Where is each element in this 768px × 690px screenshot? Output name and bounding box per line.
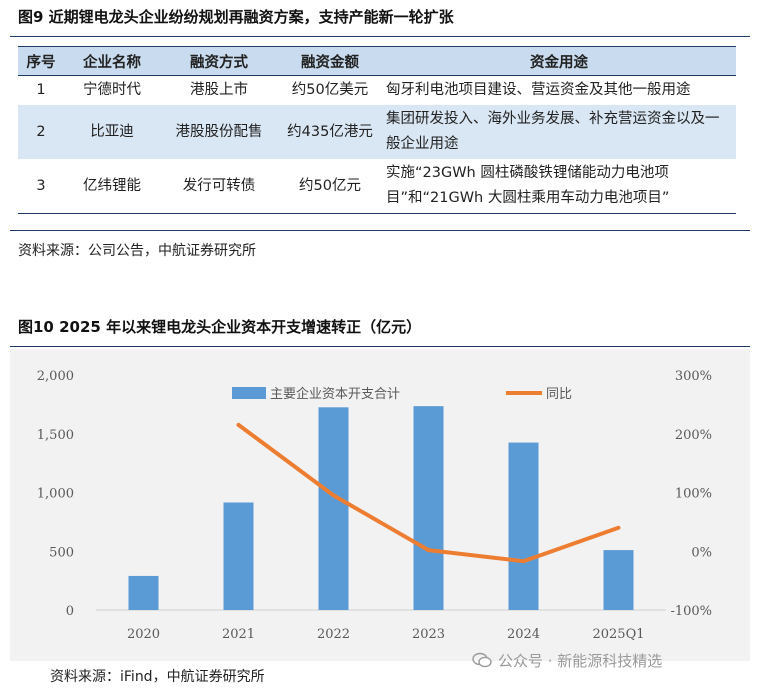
x-tick-label: 2021 <box>222 627 255 642</box>
yoy-line-series <box>236 422 621 564</box>
cell-index: 3 <box>18 159 64 214</box>
header-company: 企业名称 <box>64 46 160 76</box>
bar-2024 <box>508 442 539 610</box>
figure9-title: 图9 近期锂电龙头企业纷纷规划再融资方案，支持产能新一轮扩张 <box>18 8 454 26</box>
cell-use: 实施“23GWh 圆柱磷酸铁锂储能动力电池项目”和“21GWh 大圆柱乘用车动力… <box>382 159 736 214</box>
y-right-tick-label: 100% <box>675 487 712 502</box>
legend-line-label: 同比 <box>546 387 572 402</box>
table-row: 2 比亚迪 港股股份配售 约435亿港元 集团研发投入、海外业务发展、补充营运资… <box>18 105 736 159</box>
bar-series <box>128 406 634 610</box>
figure9-source: 资料来源：公司公告，中航证券研究所 <box>18 243 256 259</box>
bar-2023 <box>413 406 444 610</box>
right-axis-ticks: -100% 0% 100% 200% 300% <box>670 369 712 619</box>
y-right-tick-label: 0% <box>691 545 712 560</box>
figure10-title: 图10 2025 年以来锂电龙头企业资本开支增速转正（亿元） <box>18 318 422 336</box>
cell-amount: 约435亿港元 <box>278 105 382 159</box>
x-tick-label: 2020 <box>127 627 160 642</box>
x-tick-label: 2023 <box>412 627 445 642</box>
chart-legend: 主要企业资本开支合计 同比 <box>232 386 572 402</box>
x-tick-label: 2025Q1 <box>592 627 644 642</box>
bar-2021 <box>223 502 254 610</box>
cell-company: 亿纬锂能 <box>64 159 160 214</box>
cell-amount: 约50亿元 <box>278 159 382 214</box>
wechat-icon <box>472 652 492 668</box>
y-left-tick-label: 500 <box>49 545 74 560</box>
table-row: 1 宁德时代 港股上市 约50亿美元 匈牙利电池项目建设、营运资金及其他一般用途 <box>18 76 736 106</box>
header-amount: 融资金额 <box>278 46 382 76</box>
x-tick-label: 2024 <box>507 627 540 642</box>
y-left-tick-label: 1,000 <box>37 487 74 502</box>
bar-2020 <box>128 575 159 610</box>
x-tick-label: 2022 <box>317 627 350 642</box>
y-left-tick-label: 1,500 <box>37 428 74 443</box>
table-row: 3 亿纬锂能 发行可转债 约50亿元 实施“23GWh 圆柱磷酸铁锂储能动力电池… <box>18 159 736 214</box>
watermark-text: 公众号 · 新能源科技精选 <box>498 652 663 670</box>
figure9-bottom-rule <box>10 230 750 231</box>
cell-use: 匈牙利电池项目建设、营运资金及其他一般用途 <box>386 82 691 98</box>
cell-index: 1 <box>36 82 46 98</box>
cell-company: 比亚迪 <box>64 105 160 159</box>
y-left-tick-label: 0 <box>66 604 74 619</box>
left-axis-ticks: 0 500 1,000 1,500 2,000 <box>37 369 74 619</box>
financing-table: 序号 企业名称 融资方式 融资金额 资金用途 1 宁德时代 港股上市 约50亿美… <box>18 46 736 214</box>
header-use: 资金用途 <box>382 46 736 76</box>
y-right-tick-label: 200% <box>675 428 712 443</box>
figure9-top-rule <box>10 36 750 37</box>
header-index: 序号 <box>18 46 64 76</box>
legend-bar-label: 主要企业资本开支合计 <box>270 386 400 402</box>
table-header-row: 序号 企业名称 融资方式 融资金额 资金用途 <box>18 46 736 76</box>
cell-company: 宁德时代 <box>83 82 141 98</box>
watermark: 公众号 · 新能源科技精选 <box>472 650 662 671</box>
header-method: 融资方式 <box>160 46 278 76</box>
y-left-tick-label: 2,000 <box>37 369 74 384</box>
legend-bar-swatch <box>232 387 266 399</box>
cell-use: 集团研发投入、海外业务发展、补充营运资金以及一般企业用途 <box>382 105 736 159</box>
x-axis-ticks: 2020 2021 2022 2023 2024 2025Q1 <box>127 627 645 642</box>
bar-2022 <box>318 407 349 610</box>
cell-method: 港股上市 <box>190 82 248 98</box>
figure10-top-rule <box>10 346 750 347</box>
cell-method: 发行可转债 <box>160 159 278 214</box>
y-right-tick-label: 300% <box>675 369 712 384</box>
cell-index: 2 <box>18 105 64 159</box>
cell-method: 港股股份配售 <box>160 105 278 159</box>
cell-amount: 约50亿美元 <box>291 82 369 98</box>
y-right-tick-label: -100% <box>670 604 712 619</box>
bar-2025Q1 <box>603 550 634 610</box>
figure10-source: 资料来源：iFind，中航证券研究所 <box>50 669 265 685</box>
